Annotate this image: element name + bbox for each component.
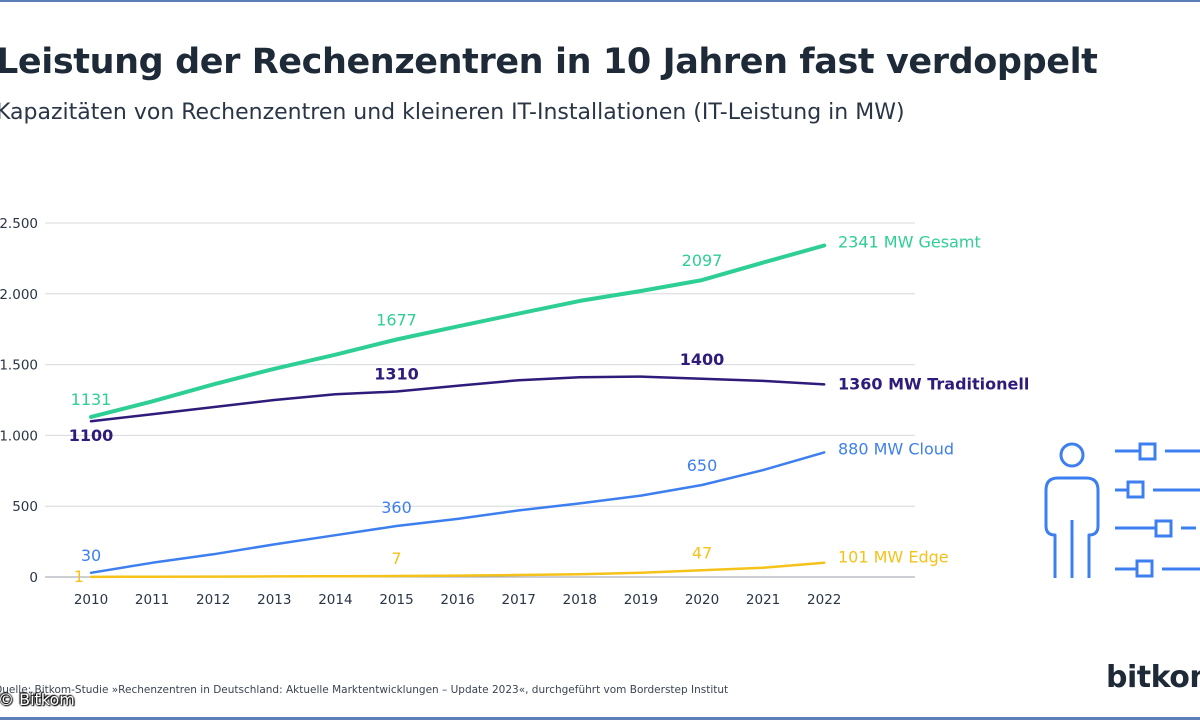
person-with-list-icon xyxy=(1044,442,1200,578)
series-line-traditionell xyxy=(89,375,826,423)
end-label-gesamt: 2341 MW Gesamt xyxy=(838,233,981,252)
x-tick-label: 2010 xyxy=(74,592,108,608)
x-axis-ticks: 2010 2011 2012 2013 2014 2015 2016 2017 2018 2019… xyxy=(74,592,842,608)
y-tick-label: 0 xyxy=(29,570,38,586)
data-label-cloud: 650 xyxy=(687,456,718,475)
top-border xyxy=(0,0,1200,2)
x-tick-label: 2017 xyxy=(502,592,536,608)
y-tick-label: 1.000 xyxy=(0,428,38,444)
data-label-traditionell: 1400 xyxy=(680,350,725,369)
data-label-gesamt: 1131 xyxy=(71,390,112,409)
series-lines xyxy=(89,243,827,579)
chart-title: Leistung der Rechenzentren in 10 Jahren … xyxy=(0,42,1098,82)
data-label-gesamt: 1677 xyxy=(376,311,417,330)
x-tick-label: 2011 xyxy=(135,592,169,608)
x-tick-label: 2018 xyxy=(563,592,597,608)
series-line-edge xyxy=(89,561,826,579)
list-box-4 xyxy=(1135,559,1154,578)
y-tick-label: 1.500 xyxy=(0,358,38,374)
y-tick-label: 2.000 xyxy=(0,287,38,303)
source-note: Quelle: Bitkom-Studie »Rechenzentren in … xyxy=(0,684,729,696)
bitkom-logo: bitkom xyxy=(1106,660,1200,695)
end-label-edge: 101 MW Edge xyxy=(838,548,949,567)
x-tick-label: 2015 xyxy=(379,592,413,608)
grid-lines xyxy=(45,222,915,578)
x-tick-label: 2019 xyxy=(624,592,658,608)
x-tick-label: 2012 xyxy=(196,592,230,608)
x-tick-label: 2021 xyxy=(746,592,780,608)
bottom-border xyxy=(0,717,1200,720)
list-box-1 xyxy=(1138,442,1157,461)
data-label-traditionell: 1310 xyxy=(374,365,419,384)
person-head xyxy=(1059,442,1085,468)
x-tick-label: 2016 xyxy=(440,592,474,608)
data-label-edge: 1 xyxy=(74,567,84,586)
series-line-cloud xyxy=(89,451,826,575)
x-tick-label: 2013 xyxy=(257,592,291,608)
x-tick-label: 2020 xyxy=(685,592,719,608)
data-label-gesamt: 2097 xyxy=(682,251,723,270)
person-body xyxy=(1044,476,1100,578)
x-tick-label: 2014 xyxy=(318,592,352,608)
y-tick-label: 500 xyxy=(12,499,38,515)
y-tick-label: 2.500 xyxy=(0,216,38,232)
data-label-traditionell: 1100 xyxy=(69,426,114,445)
data-label-edge: 7 xyxy=(391,549,401,568)
y-axis-ticks: 0 500 1.000 1.500 2.000 2.500 xyxy=(0,216,38,586)
data-label-edge: 47 xyxy=(692,543,712,562)
copyright-watermark: © Bitkom xyxy=(0,690,75,709)
list-box-3 xyxy=(1154,519,1173,538)
chart-subtitle: Kapazitäten von Rechenzentren und kleine… xyxy=(0,100,905,125)
x-tick-label: 2022 xyxy=(807,592,841,608)
series-line-gesamt xyxy=(89,243,827,419)
list-box-2 xyxy=(1126,480,1145,499)
end-label-cloud: 880 MW Cloud xyxy=(838,439,954,458)
data-label-cloud: 360 xyxy=(381,498,412,517)
end-label-traditionell: 1360 MW Traditionell xyxy=(838,374,1029,393)
data-label-cloud: 30 xyxy=(81,546,101,565)
